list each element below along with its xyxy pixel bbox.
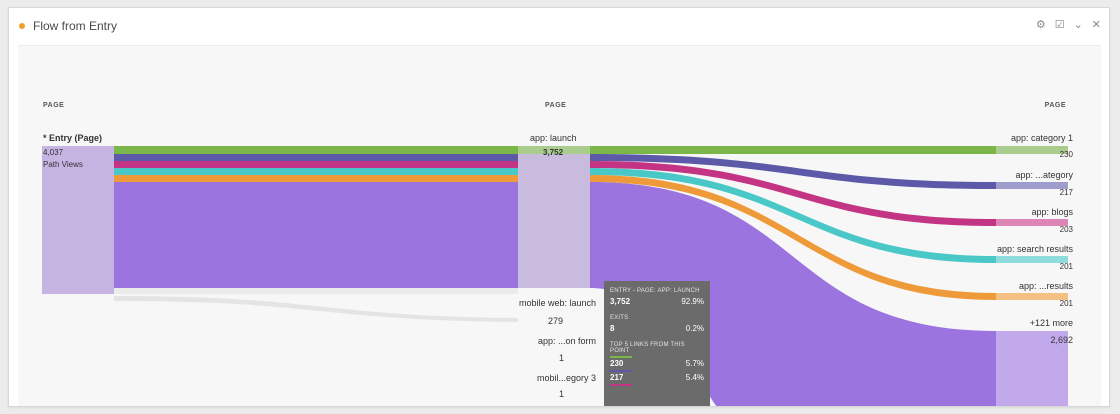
panel-actions: ⚙ ☑ ⌄ ✕: [1036, 18, 1101, 32]
tooltip-link-swatch: [610, 384, 632, 386]
tooltip-exits-row: 8 0.2%: [610, 324, 704, 333]
app-launch-value: 3,752: [543, 148, 564, 157]
chevron-down-icon[interactable]: ⌄: [1073, 19, 1083, 31]
link-entry-other[interactable]: [114, 288, 518, 294]
tooltip-heading: ENTRY - PAGE: APP: LAUNCH: [610, 288, 700, 294]
middle-node-label[interactable]: app: ...on form: [537, 336, 596, 346]
link-launch-category1[interactable]: [590, 146, 996, 154]
tooltip-link-pct: 5.4%: [685, 373, 704, 382]
middle-column-header: PAGE: [545, 102, 567, 109]
entry-node-label[interactable]: * Entry (Page): [43, 133, 103, 143]
entry-node-subtitle: Path Views: [43, 160, 83, 169]
flow-panel: Flow from Entry ⚙ ☑ ⌄ ✕: [8, 7, 1110, 407]
right-node-label[interactable]: app: category 1: [1010, 133, 1073, 143]
middle-node-value: 1: [559, 389, 565, 399]
app-launch-node[interactable]: [518, 146, 590, 288]
tooltip-link-swatch: [610, 370, 632, 372]
app-launch-label[interactable]: app: launch: [530, 133, 577, 143]
link-entry-teal[interactable]: [114, 168, 518, 175]
right-node-value: 201: [1059, 299, 1073, 308]
right-node-value: 230: [1059, 150, 1073, 159]
panel-header: Flow from Entry ⚙ ☑ ⌄ ✕: [9, 8, 1109, 46]
link-launch-search[interactable]: [590, 168, 996, 263]
link-entry-mobile-web[interactable]: [114, 296, 518, 322]
tooltip-exits-pct: 0.2%: [685, 324, 704, 333]
node-search-results[interactable]: [996, 256, 1068, 263]
close-icon[interactable]: ✕: [1091, 19, 1101, 31]
tooltip-pct: 92.9%: [681, 297, 704, 306]
right-node-label[interactable]: app: ...results: [1018, 281, 1073, 291]
link-entry-orange[interactable]: [114, 175, 518, 182]
flow-canvas: PAGE PAGE PAGE * Entry (Page) 4,037 Path…: [18, 45, 1101, 407]
panel-title: Flow from Entry: [33, 19, 118, 33]
export-icon[interactable]: ☑: [1054, 19, 1065, 31]
link-launch-results[interactable]: [590, 175, 996, 300]
link-entry-magenta[interactable]: [114, 161, 518, 168]
tooltip-link-swatch: [610, 356, 632, 358]
middle-node-value: 1: [559, 353, 565, 363]
node-results[interactable]: [996, 293, 1068, 300]
middle-node-label[interactable]: mobile web: launch: [518, 298, 596, 308]
app-launch-node-top[interactable]: [518, 146, 590, 154]
middle-node-label[interactable]: mobil...egory 3: [536, 373, 596, 383]
right-node-label[interactable]: +121 more: [1029, 318, 1073, 328]
node-more[interactable]: [996, 331, 1068, 407]
tooltip-count-row: 3,752 92.9%: [610, 297, 704, 306]
right-node-value: 201: [1059, 262, 1073, 271]
node-category1[interactable]: [996, 146, 1068, 154]
right-node-value: 203: [1059, 225, 1073, 234]
entry-node[interactable]: [42, 146, 114, 294]
right-node-value: 217: [1059, 188, 1073, 197]
tooltip-links-heading: TOP 5 LINKS FROM THIS POINT: [610, 342, 685, 354]
tooltip-exits-count: 8: [610, 324, 615, 333]
flow-tooltip: ENTRY - PAGE: APP: LAUNCH 3,752 92.9% EX…: [604, 281, 710, 406]
middle-node-value: 279: [548, 316, 564, 326]
tooltip-link-pct: 5.7%: [685, 359, 704, 368]
right-node-value: 2,692: [1050, 335, 1073, 345]
tooltip-link-count: 230: [610, 359, 624, 368]
gear-icon[interactable]: ⚙: [1035, 19, 1046, 31]
right-column-header: PAGE: [1044, 102, 1066, 109]
tooltip-link-row: 217 5.4%: [610, 373, 704, 382]
tooltip-link-count: 217: [610, 373, 624, 382]
link-launch-ategory[interactable]: [590, 154, 996, 189]
link-entry-green[interactable]: [114, 146, 518, 154]
tooltip-link-row: 230 5.7%: [610, 359, 704, 368]
left-column-header: PAGE: [43, 102, 65, 109]
node-blogs[interactable]: [996, 219, 1068, 226]
link-entry-navy[interactable]: [114, 154, 518, 161]
tooltip-count: 3,752: [610, 297, 631, 306]
node-ategory[interactable]: [996, 182, 1068, 189]
panel-status-dot: [19, 23, 25, 29]
right-node-label[interactable]: app: search results: [996, 244, 1073, 254]
tooltip-exits-heading: EXITS: [610, 315, 629, 321]
entry-node-value: 4,037: [43, 148, 64, 157]
link-launch-blogs[interactable]: [590, 161, 996, 226]
link-entry-purple[interactable]: [114, 182, 518, 288]
right-node-label[interactable]: app: blogs: [1031, 207, 1073, 217]
right-node-label[interactable]: app: ...ategory: [1015, 170, 1073, 180]
